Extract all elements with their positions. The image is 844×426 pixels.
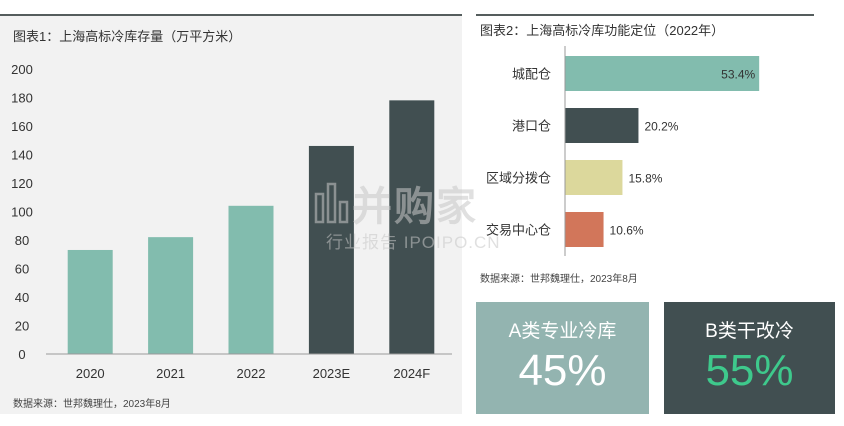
bar xyxy=(565,56,760,91)
y-tick-label: 200 xyxy=(11,62,33,77)
y-tick-label: 180 xyxy=(11,91,33,106)
kpi-a-label: A类专业冷库 xyxy=(508,321,617,342)
y-tick-label: 20 xyxy=(15,319,29,334)
category-label: 交易中心仓 xyxy=(486,223,551,238)
y-tick-label: 140 xyxy=(11,148,33,163)
x-tick-label: 2023E xyxy=(313,366,351,381)
y-tick-label: 0 xyxy=(18,347,25,362)
bar xyxy=(565,160,623,195)
category-label: 港口仓 xyxy=(512,119,551,134)
bar xyxy=(389,100,435,354)
kpi-b-label: B类干改冷 xyxy=(705,321,794,342)
kpi-b-value: 55% xyxy=(705,346,794,395)
bar xyxy=(308,145,354,354)
bar xyxy=(67,249,113,354)
data-label: 53.4% xyxy=(721,68,755,82)
bar xyxy=(565,108,639,143)
kpi-b-box: B类干改冷 55% xyxy=(664,302,835,414)
chart1-svg: 0 20 40 60 80 100 120 140 160 180 200 2020 2021 2022 2… xyxy=(11,62,452,381)
chart2-panel: 图表2：上海高标冷库功能定位（2022年） 城配仓 53.4% 港口仓 20.2% 区域… xyxy=(476,14,814,286)
chart1-title: 图表1：上海高标冷库存量（万平方米） xyxy=(13,29,242,44)
data-label: 20.2% xyxy=(644,120,678,134)
data-label: 10.6% xyxy=(610,224,644,238)
y-tick-label: 60 xyxy=(15,262,29,277)
chart2-source: 数据来源：世邦魏理仕，2023年8月 xyxy=(480,274,638,285)
x-tick-label: 2020 xyxy=(76,366,105,381)
chart1-panel: 图表1：上海高标冷库存量（万平方米） 0 20 40 60 80 100 120 140 160… xyxy=(0,14,462,414)
chart1-source: 数据来源：世邦魏理仕，2023年8月 xyxy=(13,399,171,410)
y-tick-label: 40 xyxy=(15,290,29,305)
chart2-title: 图表2：上海高标冷库功能定位（2022年） xyxy=(480,23,725,38)
bar xyxy=(148,237,194,354)
category-label: 区域分拨仓 xyxy=(486,171,551,186)
x-tick-label: 2021 xyxy=(156,366,185,381)
bar xyxy=(565,212,604,247)
chart2-svg: 城配仓 53.4% 港口仓 20.2% 区域分拨仓 15.8% 交易中心仓 10.6% xyxy=(486,46,760,256)
y-tick-label: 100 xyxy=(11,205,33,220)
y-tick-label: 160 xyxy=(11,119,33,134)
x-tick-label: 2022 xyxy=(237,366,266,381)
category-label: 城配仓 xyxy=(512,67,551,82)
bar xyxy=(228,205,274,354)
y-tick-label: 80 xyxy=(15,233,29,248)
data-label: 15.8% xyxy=(628,172,662,186)
kpi-a-box: A类专业冷库 45% xyxy=(476,302,649,414)
kpi-a-value: 45% xyxy=(518,346,607,395)
x-tick-label: 2024F xyxy=(393,366,430,381)
y-tick-label: 120 xyxy=(11,176,33,191)
